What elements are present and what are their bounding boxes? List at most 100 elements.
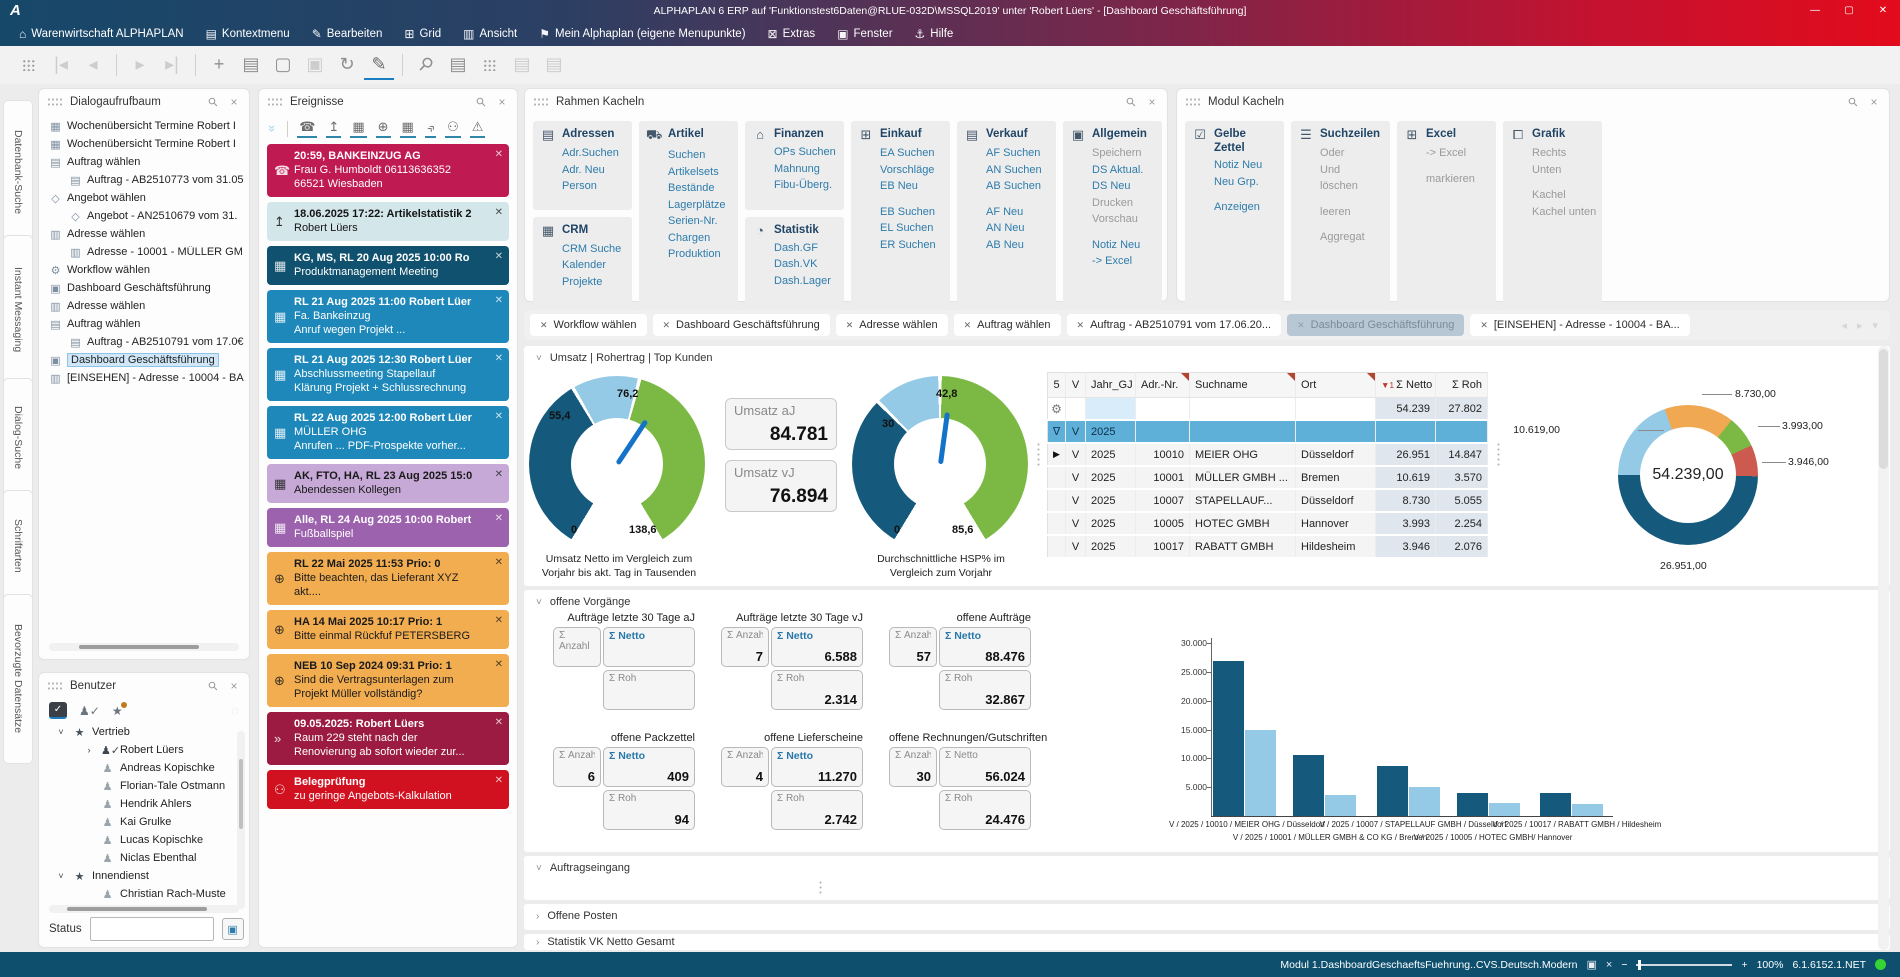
filter-row[interactable]: ∇ V 2025 [1047, 420, 1488, 444]
table-row[interactable]: V 2025 10005 HOTEC GMBH Hannover 3.993 2.254 [1047, 512, 1488, 536]
section-header[interactable]: ˅ offene Vorgänge [524, 590, 1890, 608]
tile-header[interactable]: ☰ Suchzeilen [1298, 127, 1383, 143]
pin-icon[interactable]: ⚲ [1844, 93, 1862, 111]
close-icon[interactable]: × [498, 95, 506, 109]
tree-item[interactable]: ▤ Auftrag wählen [39, 315, 249, 333]
tile-header[interactable]: ⧠ Grafik [1510, 127, 1595, 143]
maximize-button[interactable]: ▢ [1844, 5, 1854, 16]
section-header[interactable]: ˅ Auftragseingang [524, 856, 1890, 874]
close-icon[interactable]: ✕ [540, 319, 548, 330]
horizontal-scrollbar[interactable] [49, 643, 239, 651]
tree-item[interactable]: ▦ Wochenübersicht Termine Robert I [39, 135, 249, 153]
status-input[interactable] [89, 917, 214, 941]
pin-icon[interactable]: ⚲ [472, 93, 490, 111]
user-row[interactable]: ♟ Kai Grulke [39, 813, 249, 831]
tile-action-bestände[interactable]: Bestände [668, 182, 715, 194]
person-alert-filter-icon[interactable]: ⚇ [445, 119, 461, 138]
close-icon[interactable]: ✕ [494, 615, 503, 626]
phone-filter-icon[interactable]: ☎ [297, 119, 318, 138]
pin-icon[interactable]: ⚲ [1122, 93, 1140, 111]
tree-item[interactable]: ▣ Dashboard Geschäftsführung [39, 351, 249, 369]
tile-action-el-suchen[interactable]: EL Suchen [880, 222, 934, 234]
discard-button[interactable]: ▢ [268, 50, 298, 80]
tree-item[interactable]: ▤ Auftrag - AB2510773 vom 31.05 [39, 171, 249, 189]
tile-action-projekte[interactable]: Projekte [562, 275, 603, 288]
close-icon[interactable]: ✕ [494, 411, 503, 422]
window-copy-icon[interactable]: ▣ [1586, 959, 1597, 971]
close-icon[interactable]: ✕ [494, 717, 503, 728]
event-card[interactable]: ▦ ✕ Alle, RL 24 Aug 2025 10:00 Robert Fußba… [267, 508, 509, 547]
tile-action-an-suchen[interactable]: AN Suchen [986, 163, 1042, 176]
collapse-all-icon[interactable]: » [265, 124, 281, 133]
event-card[interactable]: ⊕ ✕ RL 22 Mai 2025 11:53 Prio: 0 Bitte beac… [267, 552, 509, 605]
section-header[interactable]: › Statistik VK Netto Gesamt [524, 934, 1890, 948]
tile-action-ab-neu[interactable]: AB Neu [986, 238, 1024, 251]
scrollbar-thumb[interactable] [67, 907, 207, 911]
document-tab[interactable]: ✕ Adresse wählen [835, 314, 948, 336]
aggregate-gear-icon[interactable]: ⚙ [1047, 397, 1066, 421]
zoom-in-button[interactable]: + [1741, 958, 1748, 971]
menu-item-extras[interactable]: ⊠ Extras [759, 23, 825, 45]
user-row[interactable]: › ♟✓ Robert Lüers [39, 741, 249, 759]
scroll-right-icon[interactable]: ▸ [1856, 319, 1863, 332]
column-header-netto[interactable]: ▼1 Σ Netto [1375, 372, 1436, 398]
close-icon[interactable]: ✕ [1480, 319, 1488, 330]
tile-action-notiz-neu[interactable]: Notiz Neu [1214, 159, 1263, 171]
tile-header[interactable]: ⊞ Excel [1404, 127, 1489, 143]
tile-header[interactable]: ▣ Allgemein [1070, 127, 1155, 143]
chevron-down-icon[interactable]: ˅ [58, 871, 64, 881]
tree-item[interactable]: ▤ Auftrag - AB2510791 vom 17.0€ [39, 333, 249, 351]
close-icon[interactable]: ✕ [1297, 319, 1305, 330]
section-header[interactable]: ˅ Umsatz | Rohertrag | Top Kunden [524, 346, 1890, 364]
close-icon[interactable]: ✕ [494, 251, 503, 262]
tile-header[interactable]: ▤ Adressen [540, 127, 625, 143]
menu-item-warenwirtschaft-alphaplan[interactable]: ⌂ Warenwirtschaft ALPHAPLAN [10, 23, 193, 45]
rss-filter-icon[interactable]: » [423, 119, 438, 138]
tile-action-notiz-neu[interactable]: Notiz Neu [1092, 238, 1141, 251]
tile-action-vorschläge[interactable]: Vorschläge [880, 163, 935, 176]
close-icon[interactable]: ✕ [963, 319, 972, 330]
tile-action-ds-aktual[interactable]: DS Aktual. [1092, 163, 1144, 176]
drag-grip-icon[interactable] [47, 680, 63, 692]
tile-action-adr-suchen[interactable]: Adr.Suchen [562, 147, 619, 159]
tile-action-adr-neu[interactable]: Adr. Neu [562, 163, 605, 176]
drag-grip-icon[interactable] [47, 96, 63, 108]
zoom-slider-thumb[interactable] [1638, 959, 1642, 970]
tile-header[interactable]: ☑ Gelbe Zettel [1192, 127, 1277, 155]
tree-item[interactable]: ▦ Wochenübersicht Termine Robert I [39, 117, 249, 135]
close-icon[interactable]: ✕ [494, 469, 503, 480]
menu-item-mein-alphaplan-eigene-menupunkte[interactable]: ⚑ Mein Alphaplan (eigene Menupunkte) [530, 23, 754, 45]
tile-action-af-suchen[interactable]: AF Suchen [986, 147, 1041, 159]
tile-header[interactable]: ⛟ Artikel [646, 127, 731, 145]
tile-action-eb-suchen[interactable]: EB Suchen [880, 205, 936, 218]
tree-item[interactable]: ▥ Adresse - 10001 - MÜLLER GM [39, 243, 249, 261]
close-module-icon[interactable]: × [1605, 958, 1613, 971]
user-row[interactable]: ♟ Andreas Kopischke [39, 759, 249, 777]
menu-item-hilfe[interactable]: ⚓ Hilfe [906, 23, 963, 45]
section-header[interactable]: › Offene Posten [524, 904, 1890, 922]
table-row[interactable]: V 2025 10001 MÜLLER GMBH ... Bremen 10.619 3.5… [1047, 466, 1488, 490]
close-icon[interactable]: ✕ [1076, 319, 1085, 330]
document-tab[interactable]: ✕ Auftrag - AB2510791 vom 17.06.20... [1066, 314, 1282, 336]
menu-item-kontextmenu[interactable]: ▤ Kontextmenu [197, 23, 299, 45]
vertical-scrollbar[interactable] [237, 731, 245, 909]
column-header-jahr-gj[interactable]: Jahr_GJ [1085, 372, 1136, 398]
tile-action-an-neu[interactable]: AN Neu [986, 222, 1025, 234]
event-card[interactable]: ⚇ ✕ Belegprüfung zu geringe Angebots-Kalkul… [267, 770, 509, 809]
minimize-button[interactable]: — [1810, 5, 1820, 16]
tree-item[interactable]: ◇ Angebot wählen [39, 189, 249, 207]
close-icon[interactable]: ✕ [494, 353, 503, 364]
menu-item-ansicht[interactable]: ▥ Ansicht [454, 23, 526, 45]
tile-action-ab-suchen[interactable]: AB Suchen [986, 180, 1042, 192]
tile-action-eb-neu[interactable]: EB Neu [880, 180, 918, 192]
side-tab-dialog-suche[interactable]: Dialog-Suche [3, 378, 33, 498]
scrollbar-thumb[interactable] [239, 759, 243, 829]
favorites-star-icon[interactable]: ★ [111, 701, 127, 718]
tile-action-af-neu[interactable]: AF Neu [986, 205, 1024, 218]
refresh-circle-icon[interactable]: ◌ [231, 703, 239, 718]
menu-item-grid[interactable]: ⊞ Grid [395, 23, 450, 45]
table-row[interactable]: V 2025 10007 STAPELLAUF... Düsseldorf 8.730 5.… [1047, 489, 1488, 513]
tree-item[interactable]: ▥ Adresse wählen [39, 297, 249, 315]
close-icon[interactable]: ✕ [662, 319, 671, 330]
tree-item[interactable]: ◇ Angebot - AN2510679 vom 31. [39, 207, 249, 225]
